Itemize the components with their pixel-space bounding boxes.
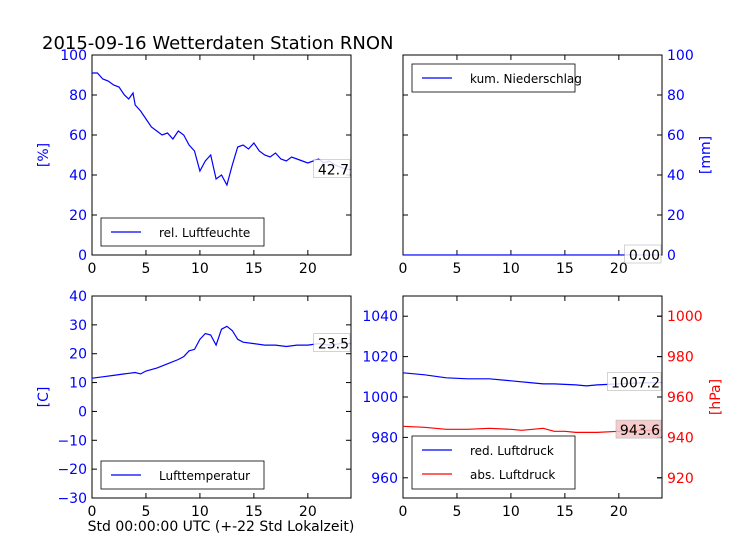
y-tick-label: −20 xyxy=(57,462,87,478)
x-tick-label: 5 xyxy=(452,261,461,277)
panel-humidity: 0 5 10 15 20 0 20 40 60 80 100 [%] 42.7 rel. Luftfeuc… xyxy=(36,48,352,277)
y-tick-label: 80 xyxy=(667,88,685,104)
y-tick-label: 20 xyxy=(69,208,87,224)
x-tick-label: 20 xyxy=(610,261,628,277)
legend-label: rel. Luftfeuchte xyxy=(159,226,250,240)
x-tick-label: 0 xyxy=(399,504,408,520)
series-line-rel-luftfeuchte xyxy=(92,72,351,187)
y-tick-label: 1040 xyxy=(362,309,398,325)
x-tick-label: 15 xyxy=(556,261,574,277)
last-value-label: 23.5 xyxy=(318,337,349,353)
y-tick-label: 100 xyxy=(667,48,694,64)
y-tick-label: −30 xyxy=(57,491,87,507)
y-tick-label: 100 xyxy=(60,48,87,64)
last-value-right-label-box xyxy=(615,419,662,439)
y2-tick-label: 940 xyxy=(667,430,694,446)
last-value-label: 42.7 xyxy=(318,163,349,179)
last-value-left-label-box xyxy=(607,372,662,391)
last-value-right-label: 943.6 xyxy=(620,423,660,439)
x-tick-label: 20 xyxy=(299,261,317,277)
x-tick-label: 10 xyxy=(191,504,209,520)
series-line-abs-luftdruck xyxy=(403,425,662,433)
y-axis-label: [C] xyxy=(36,387,52,408)
panel-temperature: 0 5 10 15 20 −30 −20 −10 0 10 20 30 40 [C] 23.5 Lufttem… xyxy=(36,289,352,520)
panel-precipitation: 0 5 10 15 20 0 20 40 60 80 100 [mm] 0.00 kum. Nieders… xyxy=(399,48,714,277)
x-axis-label: Std 00:00:00 UTC (+-22 Std Lokalzeit) xyxy=(88,519,355,535)
y-tick-label: 1020 xyxy=(362,350,398,366)
y-axis-label: [%] xyxy=(36,143,52,167)
x-tick-label: 10 xyxy=(502,504,520,520)
y2-tick-label: 980 xyxy=(667,350,694,366)
panel-pressure: 0 5 10 15 20 960 980 1000 1020 1040 920 940 960 980 10… xyxy=(362,295,724,520)
x-tick-label: 10 xyxy=(191,261,209,277)
legend-label: kum. Niederschlag xyxy=(470,72,582,86)
last-value-label-box xyxy=(313,333,351,352)
axes-frame-temperature xyxy=(91,295,352,499)
y-tick-label: 0 xyxy=(667,248,676,264)
x-tick-label: 5 xyxy=(452,504,461,520)
x-tick-label: 20 xyxy=(610,504,628,520)
y2-tick-label: 960 xyxy=(667,390,694,406)
x-tick-label: 15 xyxy=(556,504,574,520)
y-tick-label: 60 xyxy=(69,128,87,144)
x-tick-label: 5 xyxy=(141,504,150,520)
series-line-lufttemperatur xyxy=(92,325,351,379)
axes-frame-humidity xyxy=(91,54,352,256)
y-tick-label: 980 xyxy=(371,430,398,446)
figure-title: 2015-09-16 Wetterdaten Station RNON xyxy=(42,33,393,54)
y-tick-label: 40 xyxy=(667,168,685,184)
last-value-label-box xyxy=(624,244,662,264)
y2-tick-label: 920 xyxy=(667,471,694,487)
x-tick-label: 15 xyxy=(245,504,263,520)
y-tick-label: 80 xyxy=(69,88,87,104)
y-tick-label: 60 xyxy=(667,128,685,144)
y-tick-label: 10 xyxy=(69,376,87,392)
x-tick-label: 10 xyxy=(502,261,520,277)
y-tick-label: 0 xyxy=(78,248,87,264)
y-tick-label: 0 xyxy=(78,404,87,420)
x-tick-label: 15 xyxy=(245,261,263,277)
last-value-label-box xyxy=(313,159,351,178)
last-value-left-label: 1007.2 xyxy=(611,375,660,391)
y2-axis-label: [hPa] xyxy=(708,379,724,415)
y-tick-label: 40 xyxy=(69,168,87,184)
legend-label: Lufttemperatur xyxy=(159,469,250,483)
x-tick-label: 0 xyxy=(399,261,408,277)
legend-box xyxy=(411,435,576,490)
x-tick-label: 5 xyxy=(141,261,150,277)
y2-tick-label: 1000 xyxy=(667,309,703,325)
legend-label: abs. Luftdruck xyxy=(470,468,555,482)
x-tick-label: 20 xyxy=(299,504,317,520)
y-tick-label: 20 xyxy=(69,347,87,363)
y-tick-label: 40 xyxy=(69,289,87,305)
y-tick-label: −10 xyxy=(57,433,87,449)
legend-label: red. Luftdruck xyxy=(470,444,554,458)
x-tick-label: 0 xyxy=(88,504,97,520)
y-tick-label: 960 xyxy=(371,471,398,487)
y-tick-label: 30 xyxy=(69,318,87,334)
y-tick-label: 1000 xyxy=(362,390,398,406)
x-tick-label: 0 xyxy=(88,261,97,277)
last-value-label: 0.00 xyxy=(629,248,660,264)
y-axis-label: [mm] xyxy=(698,136,714,174)
y-tick-label: 20 xyxy=(667,208,685,224)
